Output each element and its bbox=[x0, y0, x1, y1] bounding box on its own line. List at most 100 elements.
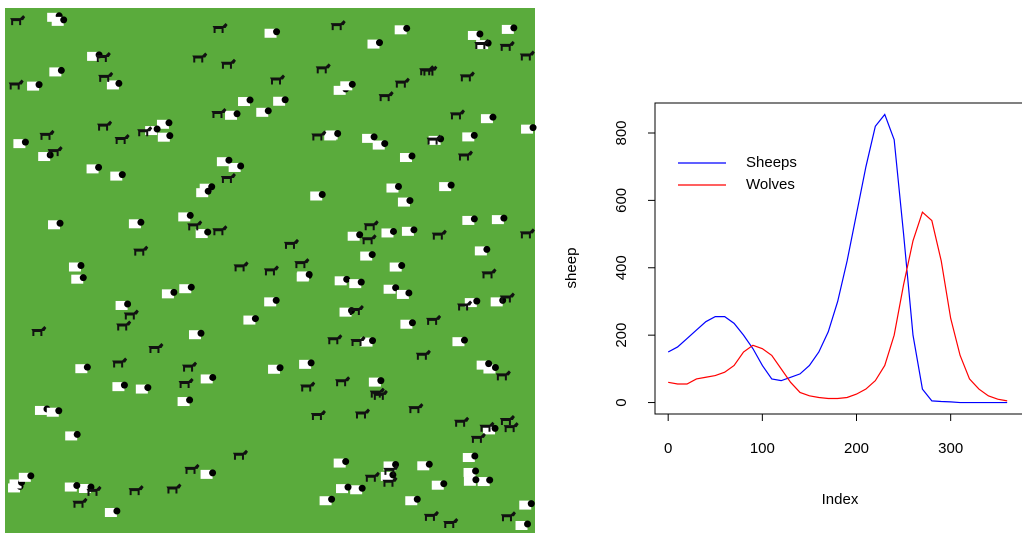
sheep-head bbox=[170, 288, 178, 296]
wolf-shape bbox=[443, 517, 459, 528]
wolf-icon bbox=[503, 422, 519, 433]
sheep-head bbox=[472, 476, 480, 484]
sheep-head bbox=[405, 289, 413, 297]
wolf-icon bbox=[426, 134, 442, 145]
sheep-icon bbox=[474, 245, 491, 256]
wolf-icon bbox=[39, 129, 55, 140]
series-line bbox=[667, 113, 1008, 404]
sheep-head bbox=[348, 80, 356, 88]
sheep-icon bbox=[110, 171, 126, 181]
wolf-shape bbox=[457, 150, 473, 161]
sheep-head bbox=[472, 467, 480, 475]
sheep-body bbox=[46, 407, 59, 417]
wolf-shape bbox=[95, 51, 111, 62]
wolf-icon bbox=[481, 268, 497, 279]
sheep-body bbox=[68, 262, 81, 272]
sheep-body bbox=[333, 85, 346, 95]
wolf-shape bbox=[220, 172, 236, 183]
wolf-shape bbox=[311, 130, 327, 141]
sheep-body bbox=[463, 467, 476, 477]
sheep-head bbox=[343, 275, 351, 283]
y-tick-label: 800 bbox=[613, 120, 630, 145]
sheep-icon bbox=[78, 483, 95, 493]
sheep-icon bbox=[515, 520, 532, 531]
wolf-shape bbox=[212, 23, 228, 34]
wolf-icon bbox=[457, 150, 473, 161]
sheep-icon bbox=[128, 218, 145, 229]
wolf-shape bbox=[220, 58, 236, 69]
sheep-body bbox=[179, 284, 192, 294]
sheep-icon bbox=[200, 373, 217, 384]
sheep-head bbox=[237, 162, 245, 170]
sheep-body bbox=[110, 171, 123, 181]
sheep-body bbox=[13, 139, 26, 149]
wolf-icon bbox=[294, 258, 310, 269]
sheep-icon bbox=[18, 472, 35, 482]
sheep-body bbox=[381, 228, 394, 238]
sheep-head bbox=[166, 132, 174, 140]
wolf-shape bbox=[470, 432, 486, 443]
wolf-icon bbox=[459, 71, 475, 82]
wolf-icon bbox=[182, 361, 198, 372]
sheep-icon bbox=[157, 132, 174, 142]
sheep-head bbox=[124, 300, 132, 308]
sheep-body bbox=[115, 300, 128, 310]
sheep-head bbox=[476, 30, 484, 38]
sheep-body bbox=[177, 397, 190, 407]
wolf-shape bbox=[426, 314, 442, 325]
wolf-shape bbox=[112, 357, 128, 368]
sheep-body bbox=[417, 461, 430, 471]
sheep-body bbox=[462, 215, 475, 225]
sheep-body bbox=[394, 25, 407, 35]
sheep-icon bbox=[360, 337, 377, 347]
sheep-body bbox=[87, 51, 100, 61]
y-axis-label: sheep bbox=[563, 248, 580, 289]
wolf-shape bbox=[382, 476, 398, 487]
wolf-icon bbox=[310, 410, 326, 421]
wolf-icon bbox=[269, 74, 285, 85]
sheep-icon bbox=[476, 360, 493, 370]
wolf-icon bbox=[86, 485, 102, 496]
sheep-body bbox=[349, 279, 362, 289]
sheep-head bbox=[408, 152, 416, 160]
sheep-icon bbox=[200, 469, 217, 479]
wolf-icon bbox=[116, 320, 132, 331]
sheep-head bbox=[491, 424, 499, 432]
sheep-head bbox=[27, 472, 35, 480]
sheep-head bbox=[491, 364, 499, 372]
sheep-head bbox=[251, 315, 259, 323]
wolf-shape bbox=[187, 220, 203, 231]
wolf-icon bbox=[95, 51, 111, 62]
sheep-head bbox=[470, 131, 478, 139]
sheep-icon bbox=[13, 138, 29, 149]
sheep-icon bbox=[399, 152, 416, 163]
wolf-shape bbox=[449, 109, 465, 120]
y-tick-label: 400 bbox=[613, 255, 630, 280]
sheep-head bbox=[413, 495, 421, 503]
sheep-head bbox=[197, 329, 205, 337]
wolf-icon bbox=[178, 377, 194, 388]
sheep-icon bbox=[104, 507, 121, 517]
sheep-icon bbox=[268, 364, 284, 374]
sheep-head bbox=[83, 363, 91, 371]
wolf-shape bbox=[148, 343, 164, 354]
y-tick-label: 600 bbox=[613, 188, 630, 213]
sheep-head bbox=[483, 245, 491, 253]
wolf-shape bbox=[327, 334, 343, 345]
plot-box bbox=[654, 102, 1022, 415]
wolf-icon bbox=[128, 485, 144, 496]
wolf-shape bbox=[369, 387, 385, 398]
sheep-icon bbox=[75, 363, 91, 374]
sheep-body bbox=[350, 485, 363, 495]
sheep-body bbox=[273, 96, 286, 106]
wolf-shape bbox=[184, 463, 200, 474]
sheep-head bbox=[165, 119, 173, 127]
sheep-icon bbox=[195, 228, 212, 239]
wolf-icon bbox=[31, 325, 47, 336]
sheep-body bbox=[439, 182, 452, 192]
sheep-icon bbox=[360, 251, 376, 261]
sheep-head bbox=[73, 430, 81, 438]
sheep-icon bbox=[178, 211, 194, 222]
sheep-head bbox=[225, 156, 233, 164]
wolf-shape bbox=[335, 376, 351, 387]
